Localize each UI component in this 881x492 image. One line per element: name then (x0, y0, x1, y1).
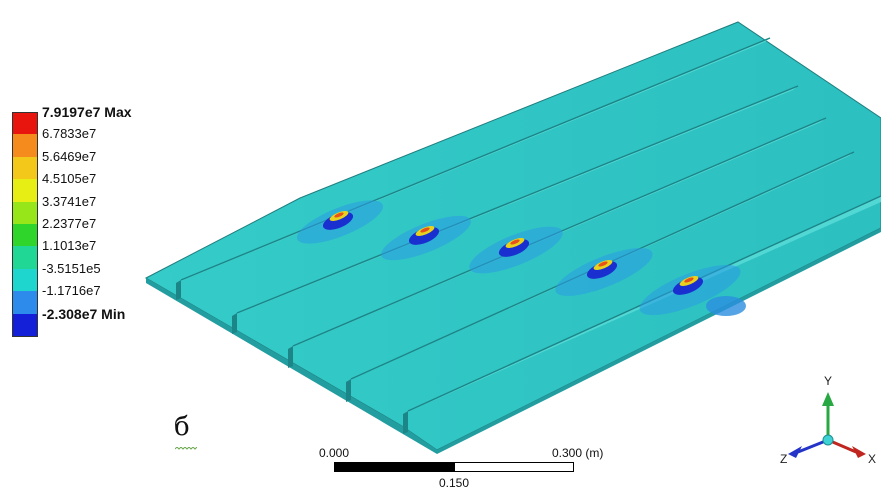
legend-label: -3.5151e5 (42, 260, 101, 276)
spellcheck-underline (175, 447, 197, 450)
legend-swatch (12, 179, 38, 202)
legend-label: 7.9197e7 Max (42, 104, 132, 120)
stiffener-2 (232, 85, 799, 334)
legend-entry: -2.308e7 Min (10, 306, 210, 337)
triad-z-label: Z (780, 452, 788, 466)
scale-bar-black (334, 462, 454, 472)
scale-bar (334, 462, 574, 472)
legend-label: 6.7833e7 (42, 126, 97, 142)
legend-swatch (12, 156, 38, 180)
stress-zone-2 (381, 215, 471, 261)
legend-label: 4.5105e7 (42, 171, 97, 187)
legend-label: -1.1716e7 (42, 283, 101, 299)
scale-mid-label: 0.150 (439, 476, 470, 490)
legend-entry: 5.6469e7 (10, 149, 210, 180)
legend-swatch (12, 246, 38, 269)
stress-zone-4 (555, 248, 653, 296)
legend-label: -2.308e7 Min (42, 305, 126, 322)
legend-entry: -1.1716e7 (10, 283, 210, 314)
scale-bar-white (454, 462, 574, 472)
scale-right-label: 0.300 (m) (552, 446, 604, 460)
legend-label: 5.6469e7 (42, 148, 97, 164)
scale-left-label: 0.000 (319, 446, 350, 460)
figure-letter: б (174, 412, 190, 442)
legend-entry: 2.2377e7 (10, 216, 210, 247)
legend-swatch (12, 268, 38, 292)
legend-swatch (12, 134, 38, 157)
triad-icon (788, 392, 866, 458)
legend-swatch (12, 291, 38, 314)
stress-zone-1 (297, 200, 383, 244)
legend-swatch (12, 201, 38, 224)
legend-swatch (12, 313, 38, 337)
legend-entry: 7.9197e7 Max (10, 104, 210, 136)
legend-label: 1.1013e7 (42, 238, 97, 254)
legend-swatch (12, 112, 38, 136)
coordinate-triad[interactable]: Y X Z (776, 368, 876, 478)
triad-x-label: X (868, 452, 877, 466)
legend-label: 3.3741e7 (42, 193, 97, 209)
legend-entry: 4.5105e7 (10, 171, 210, 202)
legend-swatch (12, 224, 38, 247)
legend-entry: 1.1013e7 (10, 238, 210, 269)
stress-zone-3 (469, 226, 563, 274)
stress-zone-5 (639, 264, 746, 316)
legend-entry: -3.5151e5 (10, 261, 210, 292)
legend-entry: 3.3741e7 (10, 194, 210, 224)
plate-right-edge (437, 228, 881, 454)
contour-legend: 7.9197e7 Max 6.7833e7 5.6469e7 4.5105e7 3.37… (10, 104, 200, 372)
legend-entry: 6.7833e7 (10, 126, 210, 157)
stress-zones (297, 200, 746, 316)
legend-label: 2.2377e7 (42, 216, 97, 231)
triad-y-label: Y (824, 374, 833, 388)
